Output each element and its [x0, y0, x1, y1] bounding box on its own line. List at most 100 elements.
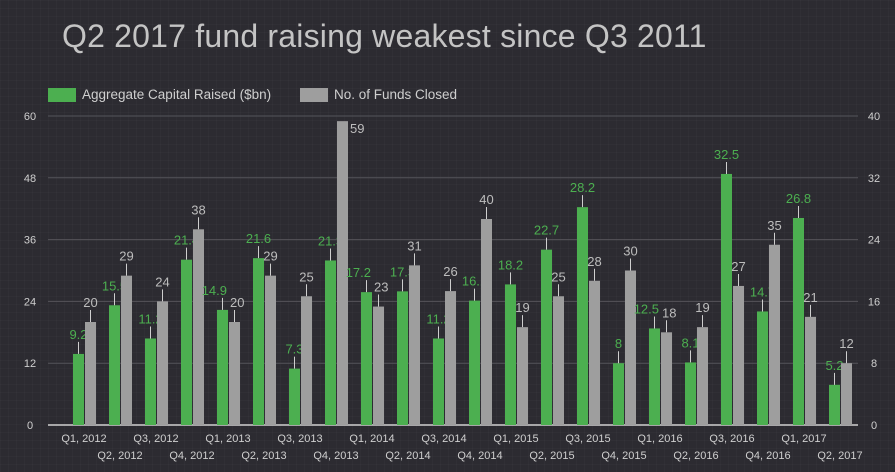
- funds-data-label: 27: [731, 259, 745, 274]
- funds-bar: [733, 285, 744, 425]
- capital-bar: [793, 217, 804, 425]
- capital-bar: [577, 207, 588, 425]
- right-tick-label: 0: [871, 420, 877, 432]
- left-tick-label: 24: [24, 296, 36, 308]
- legend-item-funds[interactable]: No. of Funds Closed: [300, 87, 457, 102]
- funds-bar: [193, 229, 204, 425]
- funds-bar: [481, 219, 492, 425]
- capital-bar: [757, 311, 768, 425]
- x-tick-label: Q3, 2012: [133, 433, 178, 445]
- right-tick-label: 24: [868, 235, 880, 247]
- funds-bar: [625, 270, 636, 425]
- x-tick-label: Q1, 2012: [61, 433, 106, 445]
- x-tick-label: Q4, 2015: [601, 450, 646, 462]
- funds-data-label: 20: [83, 295, 97, 310]
- x-tick-label: Q1, 2015: [493, 433, 538, 445]
- right-tick-label: 32: [868, 173, 880, 185]
- left-tick-label: 60: [24, 111, 36, 123]
- funds-bar: [265, 275, 276, 425]
- x-tick-label: Q3, 2013: [277, 433, 322, 445]
- funds-data-label: 24: [155, 274, 169, 289]
- capital-data-label: 21.4: [174, 233, 199, 248]
- x-tick-label: Q4, 2016: [745, 450, 790, 462]
- funds-bar: [553, 296, 564, 425]
- left-tick-label: 48: [24, 173, 36, 185]
- capital-data-label: 32.5: [714, 147, 739, 162]
- x-tick-label: Q3, 2015: [565, 433, 610, 445]
- x-tick-label: Q2, 2015: [529, 450, 574, 462]
- funds-data-label: 26: [443, 264, 457, 279]
- capital-bar: [541, 249, 552, 425]
- x-tick-label: Q1, 2016: [637, 433, 682, 445]
- capital-data-label: 7.3: [285, 342, 303, 357]
- left-tick-label: 12: [24, 358, 36, 370]
- legend-swatch-capital: [48, 87, 76, 102]
- capital-bar: [505, 284, 516, 425]
- x-tick-label: Q3, 2014: [421, 433, 466, 445]
- capital-data-label: 14.9: [202, 283, 227, 298]
- x-tick-label: Q2, 2014: [385, 450, 430, 462]
- funds-bar: [85, 322, 96, 425]
- x-tick-label: Q4, 2013: [313, 450, 358, 462]
- funds-data-label: 23: [374, 280, 388, 295]
- capital-data-label: 11.2: [426, 311, 450, 326]
- funds-data-label: 31: [407, 238, 421, 253]
- funds-bar: [841, 363, 852, 425]
- funds-bar: [697, 327, 708, 425]
- capital-bar: [613, 363, 624, 425]
- right-tick-label: 8: [871, 358, 877, 370]
- funds-data-label: 25: [551, 269, 565, 284]
- funds-bar: [373, 306, 384, 425]
- chart-title: Q2 2017 fund raising weakest since Q3 20…: [62, 18, 707, 54]
- x-tick-label: Q2, 2013: [241, 450, 286, 462]
- funds-data-label: 19: [695, 300, 709, 315]
- funds-data-label: 18: [662, 305, 676, 320]
- x-tick-label: Q1, 2017: [781, 433, 826, 445]
- capital-data-label: 17.2: [346, 265, 371, 280]
- capital-data-label: 21.6: [246, 231, 271, 246]
- funds-bar: [517, 327, 528, 425]
- capital-bar: [73, 353, 84, 425]
- x-tick-label: Q2, 2017: [817, 450, 862, 462]
- capital-bar: [397, 291, 408, 425]
- capital-bar: [433, 338, 444, 425]
- capital-bar: [289, 368, 300, 425]
- capital-data-label: 17.3: [390, 264, 415, 279]
- capital-bar: [685, 362, 696, 425]
- right-tick-label: 40: [868, 111, 880, 123]
- funds-data-label: 35: [767, 218, 781, 233]
- capital-bar: [361, 292, 372, 425]
- legend-item-capital[interactable]: Aggregate Capital Raised ($bn): [48, 87, 271, 102]
- right-tick-label: 16: [868, 296, 880, 308]
- capital-data-label: 21.3: [318, 233, 343, 248]
- capital-data-label: 16.1: [462, 274, 487, 289]
- legend-label-capital: Aggregate Capital Raised ($bn): [82, 87, 272, 102]
- funds-data-label: 25: [299, 269, 313, 284]
- funds-bar: [301, 296, 312, 425]
- funds-bar: [805, 316, 816, 425]
- funds-data-label: 40: [479, 192, 493, 207]
- capital-data-label: 8.1: [681, 335, 699, 350]
- funds-bar: [229, 322, 240, 425]
- capital-bar: [217, 309, 228, 425]
- capital-data-label: 5.2: [825, 358, 843, 373]
- capital-bar: [829, 384, 840, 425]
- funds-data-label: 29: [119, 249, 133, 264]
- capital-data-label: 12.5: [634, 301, 659, 316]
- capital-data-label: 26.8: [786, 191, 811, 206]
- funds-data-label: 29: [263, 249, 277, 264]
- funds-data-label: 19: [515, 300, 529, 315]
- left-tick-label: 36: [24, 235, 36, 247]
- capital-data-label: 11.2: [138, 311, 162, 326]
- funds-data-label: 38: [191, 202, 205, 217]
- funds-bar: [157, 301, 168, 425]
- capital-data-label: 22.7: [534, 223, 559, 238]
- capital-data-label: 18.2: [498, 257, 523, 272]
- capital-bar: [109, 305, 120, 425]
- capital-data-label: 15.5: [102, 278, 127, 293]
- capital-bar: [253, 258, 264, 425]
- x-tick-label: Q4, 2014: [457, 450, 502, 462]
- capital-bar: [649, 328, 660, 425]
- legend-label-funds: No. of Funds Closed: [334, 87, 458, 102]
- funds-data-label: 20: [230, 295, 244, 310]
